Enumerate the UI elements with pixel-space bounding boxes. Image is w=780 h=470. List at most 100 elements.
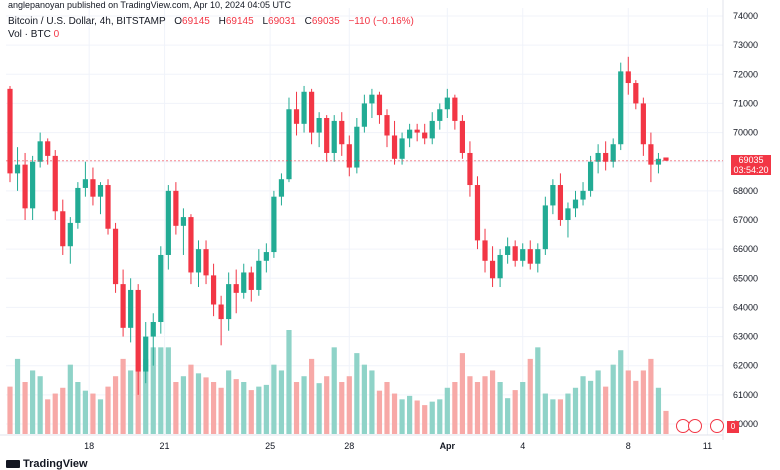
candle-body xyxy=(293,109,300,124)
event-marker-us-flag-icon[interactable] xyxy=(710,419,724,433)
candle-body xyxy=(459,120,465,153)
candle-body xyxy=(105,185,111,229)
candle-body xyxy=(557,185,564,220)
candle-body xyxy=(520,249,526,261)
candle-body xyxy=(278,179,285,197)
volume-bar xyxy=(361,364,367,434)
volume-bar xyxy=(45,399,51,434)
candle-body xyxy=(22,164,28,209)
open-label: O xyxy=(174,16,183,27)
candle-body xyxy=(45,141,51,156)
volume-bar xyxy=(339,382,345,434)
candle-body xyxy=(309,91,315,133)
candle-body xyxy=(542,205,548,250)
low-label: L xyxy=(262,16,269,27)
volume-bar xyxy=(527,358,533,434)
change-value: −110 (−0.16%) xyxy=(348,16,414,27)
candle-body xyxy=(384,115,390,136)
candle-body xyxy=(489,260,496,279)
volume-bar xyxy=(14,358,21,434)
high-label: H xyxy=(218,16,226,27)
volume-bar xyxy=(610,364,616,434)
volume-bar xyxy=(414,400,420,434)
candle-body xyxy=(354,126,360,168)
candle-body xyxy=(625,71,631,84)
candle-body xyxy=(195,249,202,273)
candle-body xyxy=(422,132,428,139)
candle-body xyxy=(60,211,66,247)
price-axis: 7400073000720007100070000690006800067000… xyxy=(722,0,758,440)
volume-bar xyxy=(37,376,43,434)
volume-bar xyxy=(625,370,631,434)
volume-bar xyxy=(293,382,300,434)
y-tick-label: 67000 xyxy=(733,215,758,225)
volume-bar xyxy=(452,382,458,434)
candle-body xyxy=(218,304,224,320)
candle-body xyxy=(437,109,443,121)
volume-bar xyxy=(557,399,564,434)
x-tick-label: 21 xyxy=(160,441,170,451)
x-tick-label: 18 xyxy=(84,441,94,451)
volume-bar xyxy=(271,364,277,434)
volume-bar xyxy=(655,387,662,434)
y-tick-label: 73000 xyxy=(733,40,758,50)
candle-body xyxy=(452,97,458,121)
x-tick-label: 11 xyxy=(703,441,712,451)
candle-body xyxy=(527,249,533,264)
y-tick-label: 68000 xyxy=(733,186,758,196)
volume-bar xyxy=(422,405,428,434)
volume-bar xyxy=(369,370,375,434)
volume-bar xyxy=(384,382,390,434)
volume-bar xyxy=(572,387,579,434)
bar-countdown: 03:54:20 xyxy=(733,165,769,175)
volume-bar xyxy=(210,382,217,434)
candle-body xyxy=(128,289,134,328)
candle-body xyxy=(256,260,262,290)
volume-bar xyxy=(22,382,28,434)
candle-body xyxy=(82,179,88,188)
y-tick-label: 64000 xyxy=(733,302,758,312)
candle-body xyxy=(97,185,104,197)
candle-body xyxy=(210,275,217,305)
candle-body xyxy=(226,284,232,320)
event-marker-us-flag-icon[interactable] xyxy=(688,419,702,433)
candle-body xyxy=(158,254,164,322)
volume-bar xyxy=(173,382,179,434)
candle-body xyxy=(663,157,669,161)
tradingview-logo[interactable]: TradingView xyxy=(6,458,88,470)
y-tick-label: 61000 xyxy=(733,390,758,400)
candle-body xyxy=(263,252,269,261)
x-tick-label: Apr xyxy=(440,441,456,451)
legend-volume-row: Vol · BTC 0 xyxy=(8,29,59,40)
volume-bar xyxy=(218,387,224,434)
candle-body xyxy=(618,71,624,145)
y-tick-label: 66000 xyxy=(733,244,758,254)
volume-tag: 0 xyxy=(727,421,739,433)
volume-bar xyxy=(150,347,156,434)
volume-bar xyxy=(286,330,292,434)
volume-bar xyxy=(437,399,443,434)
volume-bar xyxy=(263,384,269,434)
volume-bar xyxy=(346,376,352,434)
symbol-title: Bitcoin / U.S. Dollar, 4h, BITSTAMP xyxy=(8,16,166,27)
volume-bar xyxy=(7,386,13,434)
volume-bar xyxy=(444,387,450,434)
candle-body xyxy=(248,272,254,290)
candle-body xyxy=(414,129,420,133)
candle-body xyxy=(135,289,141,372)
y-tick-label: 72000 xyxy=(733,69,758,79)
volume-bar xyxy=(663,410,669,434)
volume-bar xyxy=(550,399,556,434)
volume-bar xyxy=(633,380,639,434)
volume-bar xyxy=(648,358,654,434)
candle-body xyxy=(52,155,58,212)
candle-body xyxy=(580,190,586,200)
volume-bar xyxy=(489,370,496,434)
volume-bar xyxy=(391,393,398,434)
volume-bar xyxy=(195,373,202,434)
candle-body xyxy=(331,120,337,153)
volume-bar xyxy=(618,350,624,434)
candle-body xyxy=(407,129,413,139)
candle-body xyxy=(7,88,13,174)
